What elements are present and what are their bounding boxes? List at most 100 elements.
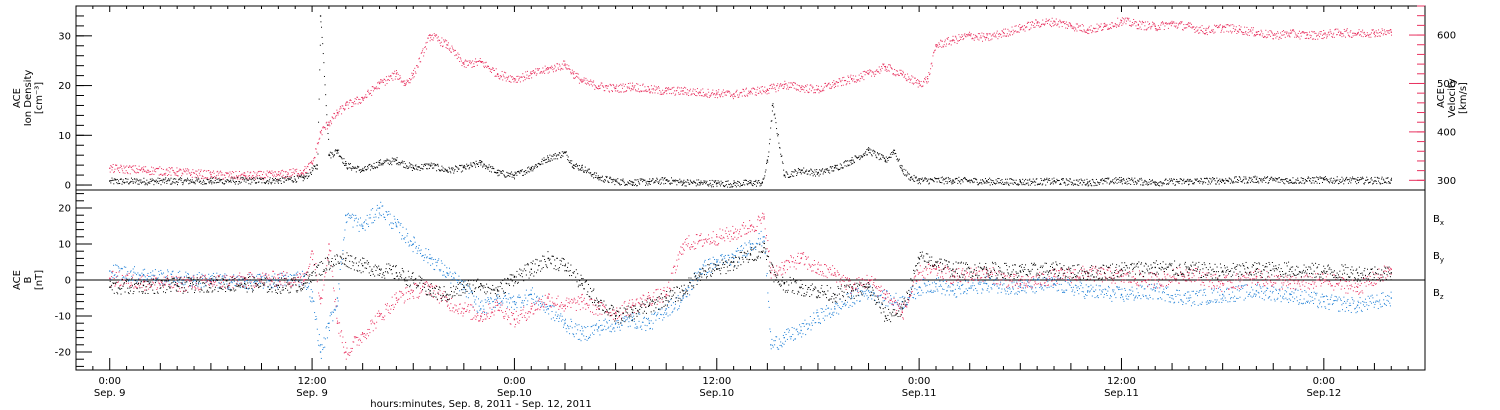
velocity-series-dot <box>979 37 981 39</box>
density-series-dot <box>183 180 185 182</box>
density-series-dot <box>531 168 533 170</box>
density-series-dot <box>130 180 132 182</box>
velocity-series-dot <box>312 160 314 162</box>
velocity-series-dot <box>1321 37 1323 39</box>
velocity-series-dot <box>499 75 501 77</box>
series-by-dot <box>330 313 332 315</box>
velocity-series-dot <box>495 68 497 70</box>
velocity-series-dot <box>620 83 622 85</box>
velocity-axis-tick-label: 600 <box>1437 31 1456 42</box>
velocity-series-dot <box>1182 29 1184 31</box>
velocity-series-dot <box>1239 29 1241 31</box>
velocity-series-dot <box>1323 37 1325 39</box>
velocity-series-dot <box>1349 36 1351 38</box>
velocity-series-dot <box>165 172 167 174</box>
series-by-dot <box>308 285 310 287</box>
density-series-dot <box>1159 185 1161 187</box>
velocity-series-dot <box>647 86 649 88</box>
density-series-dot <box>685 185 687 187</box>
velocity-series-dot <box>1136 21 1138 23</box>
velocity-series-dot <box>1145 29 1147 31</box>
series-by-dot <box>154 274 156 276</box>
velocity-series-dot <box>876 69 878 71</box>
velocity-series-dot <box>276 173 278 175</box>
density-series-dot <box>264 182 266 184</box>
density-series-dot <box>303 175 305 177</box>
velocity-series-dot <box>899 72 901 74</box>
density-series-dot <box>976 179 978 181</box>
velocity-series-dot <box>776 85 778 87</box>
velocity-series-dot <box>1297 32 1299 34</box>
velocity-series-dot <box>548 71 550 73</box>
velocity-series-dot <box>299 169 301 171</box>
velocity-series-dot <box>550 66 552 68</box>
series-by-dot <box>157 277 159 279</box>
density-series-dot <box>842 167 844 169</box>
velocity-series-dot <box>1379 31 1381 33</box>
density-series-dot <box>554 154 556 156</box>
density-series-dot <box>320 21 322 23</box>
density-series-dot <box>1208 181 1210 183</box>
density-series-dot <box>1198 181 1200 183</box>
density-series-dot <box>1136 183 1138 185</box>
density-series-dot <box>381 164 383 166</box>
density-series-dot <box>574 164 576 166</box>
velocity-series-dot <box>789 87 791 89</box>
density-series-dot <box>824 169 826 171</box>
density-series-dot <box>1231 180 1233 182</box>
velocity-series-dot <box>353 103 355 105</box>
density-series-dot <box>345 161 347 163</box>
density-series-dot <box>339 155 341 157</box>
velocity-series-dot <box>586 79 588 81</box>
series-by-point-27 <box>615 322 617 324</box>
velocity-series-dot <box>439 42 441 44</box>
b-axis-tick-label: -20 <box>55 348 71 359</box>
density-series-dot <box>1033 181 1035 183</box>
density-series-dot <box>1344 178 1346 180</box>
series-by-dot <box>185 271 187 273</box>
density-series-dot <box>1104 177 1106 179</box>
velocity-series-dot <box>240 174 242 176</box>
density-series-dot <box>840 167 842 169</box>
velocity-series-dot <box>924 79 926 81</box>
velocity-series-dot <box>1052 25 1054 27</box>
density-series-dot <box>177 184 179 186</box>
velocity-series-dot <box>812 87 814 89</box>
density-series-dot <box>894 152 896 154</box>
velocity-series-point-55 <box>1036 22 1038 24</box>
density-series-dot <box>233 177 235 179</box>
velocity-series-dot <box>694 89 696 91</box>
density-series-dot <box>654 181 656 183</box>
velocity-series-dot <box>993 35 995 37</box>
velocity-series-dot <box>1019 29 1021 31</box>
density-series-dot <box>1314 177 1316 179</box>
density-series-dot <box>541 158 543 160</box>
velocity-series-dot <box>1362 29 1364 31</box>
velocity-series-dot <box>1025 27 1027 29</box>
velocity-series-dot <box>168 167 170 169</box>
velocity-series-dot <box>629 88 631 90</box>
velocity-series-dot <box>318 142 320 144</box>
density-series-dot <box>1294 181 1296 183</box>
velocity-series-dot <box>525 77 527 79</box>
density-series-dot <box>940 182 942 184</box>
velocity-series-dot <box>1116 24 1118 26</box>
density-series-dot <box>1145 183 1147 185</box>
series-by-dot <box>248 273 250 275</box>
series-by-dot <box>139 275 141 277</box>
velocity-series-dot <box>1307 34 1309 36</box>
density-series-dot <box>195 177 197 179</box>
velocity-series-point-5 <box>277 173 280 176</box>
density-series-dot <box>969 179 971 181</box>
density-series-dot <box>1130 179 1132 181</box>
density-series-dot <box>1024 184 1026 186</box>
density-series-dot <box>655 180 657 182</box>
density-series-dot <box>134 178 136 180</box>
density-series-dot <box>686 181 688 183</box>
density-series-dot <box>979 182 981 184</box>
velocity-series-dot <box>1385 34 1387 36</box>
density-series-dot <box>603 180 605 182</box>
density-series-dot <box>796 173 798 175</box>
velocity-series-dot <box>1274 34 1276 36</box>
velocity-series-dot <box>1048 20 1050 22</box>
